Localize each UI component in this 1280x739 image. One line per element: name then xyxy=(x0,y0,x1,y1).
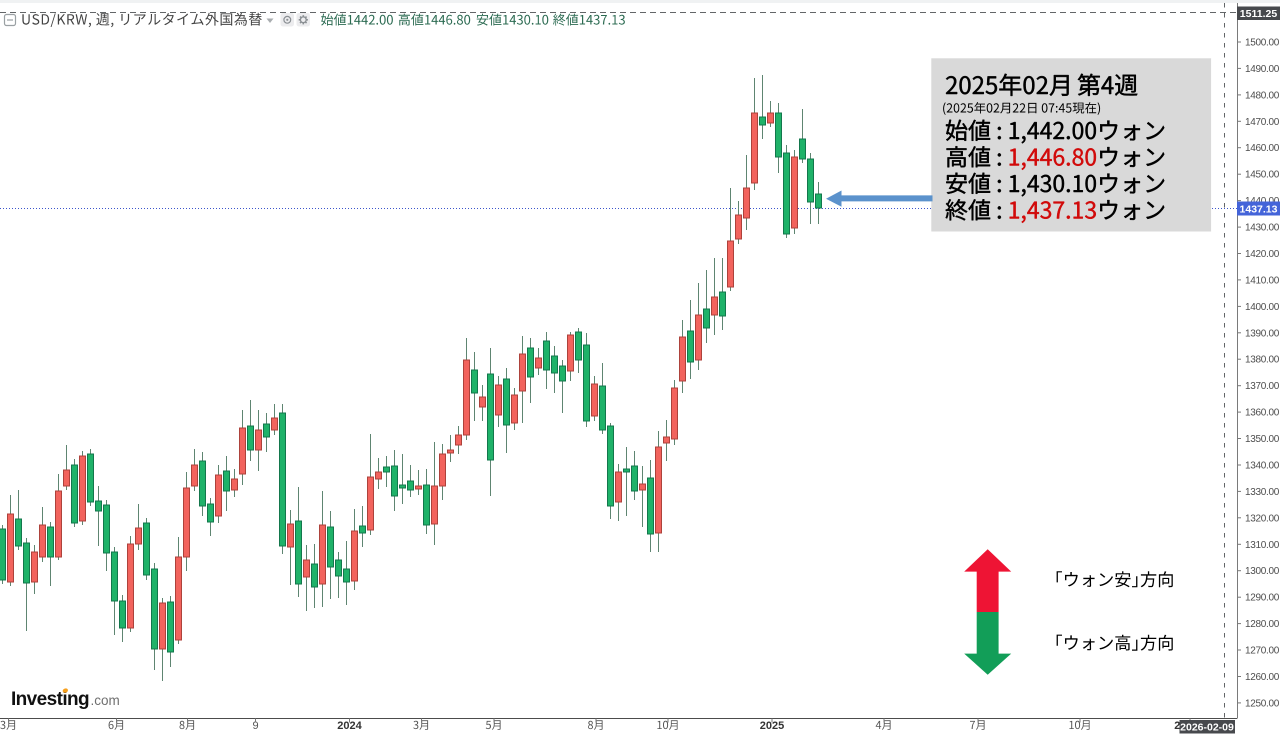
svg-text:1460.00: 1460.00 xyxy=(1245,143,1280,154)
svg-text:1490.00: 1490.00 xyxy=(1245,64,1280,75)
svg-text:2024: 2024 xyxy=(337,720,362,732)
svg-text:1270.00: 1270.00 xyxy=(1245,646,1280,657)
svg-text:1470.00: 1470.00 xyxy=(1245,117,1280,128)
svg-text:1400.00: 1400.00 xyxy=(1245,302,1280,313)
svg-text:1370.00: 1370.00 xyxy=(1245,381,1280,392)
svg-text:1340.00: 1340.00 xyxy=(1245,461,1280,472)
svg-text:1260.00: 1260.00 xyxy=(1245,672,1280,683)
svg-text:1350.00: 1350.00 xyxy=(1245,434,1280,445)
svg-text:1380.00: 1380.00 xyxy=(1245,355,1280,366)
svg-text:2025: 2025 xyxy=(760,720,784,732)
svg-text:1410.00: 1410.00 xyxy=(1245,275,1280,286)
svg-text:1360.00: 1360.00 xyxy=(1245,408,1280,419)
svg-text:1320.00: 1320.00 xyxy=(1245,513,1280,524)
svg-text:1500.00: 1500.00 xyxy=(1245,38,1280,49)
svg-text:1250.00: 1250.00 xyxy=(1245,698,1280,709)
svg-text:1290.00: 1290.00 xyxy=(1245,593,1280,604)
svg-text:1420.00: 1420.00 xyxy=(1245,249,1280,260)
svg-text:1310.00: 1310.00 xyxy=(1245,540,1280,551)
svg-text:1437.13: 1437.13 xyxy=(1240,203,1278,215)
svg-text:1390.00: 1390.00 xyxy=(1245,328,1280,339)
svg-text:1450.00: 1450.00 xyxy=(1245,170,1280,181)
svg-text:Investing: Investing xyxy=(11,689,89,710)
svg-text:1511.25: 1511.25 xyxy=(1240,8,1278,20)
svg-text:1430.00: 1430.00 xyxy=(1245,223,1280,234)
svg-text:1280.00: 1280.00 xyxy=(1245,619,1280,630)
svg-text:2026-02-09: 2026-02-09 xyxy=(1180,721,1234,733)
svg-text:1300.00: 1300.00 xyxy=(1245,566,1280,577)
svg-text:1480.00: 1480.00 xyxy=(1245,90,1280,101)
svg-text:.com: .com xyxy=(91,693,120,708)
svg-text:9: 9 xyxy=(252,720,258,732)
svg-text:1330.00: 1330.00 xyxy=(1245,487,1280,498)
